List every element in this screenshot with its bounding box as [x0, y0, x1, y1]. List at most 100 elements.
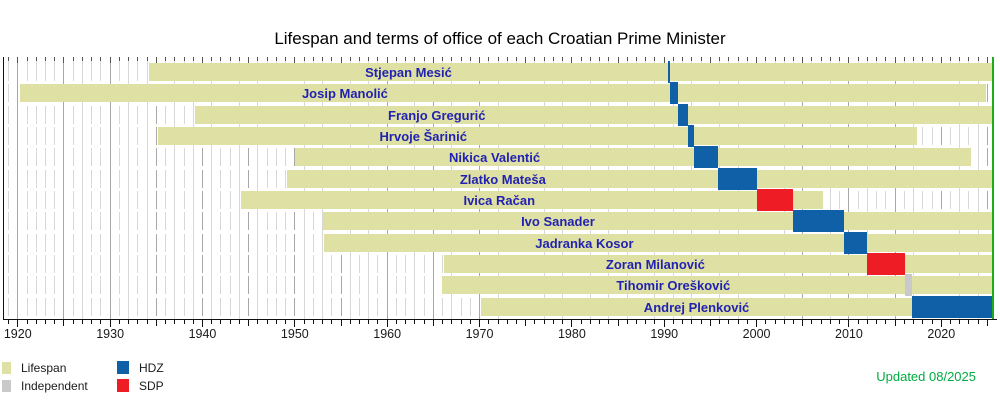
bottom-tick	[488, 320, 490, 324]
bottom-tick	[257, 320, 259, 324]
bottom-tick	[617, 320, 619, 326]
lifespan-bar	[241, 191, 824, 209]
lifespan-bar	[195, 105, 993, 124]
lifespan-bar	[148, 63, 993, 81]
top-tick	[525, 57, 527, 63]
bottom-tick	[922, 320, 924, 324]
bottom-tick	[552, 320, 554, 324]
top-tick	[589, 57, 591, 61]
top-tick	[793, 57, 795, 61]
pm-name-label: Zoran Milanović	[605, 257, 705, 272]
bottom-tick	[423, 320, 425, 324]
row-separator	[4, 294, 992, 298]
top-tick	[663, 57, 665, 63]
top-tick	[303, 57, 305, 61]
top-tick	[248, 57, 250, 63]
bottom-tick	[654, 320, 656, 324]
top-tick	[72, 57, 74, 61]
term-bar-independent	[904, 274, 912, 297]
top-tick	[118, 57, 120, 61]
x-axis-decade-label: 2000	[742, 327, 771, 341]
lifespan-bar	[443, 255, 993, 273]
bottom-tick	[986, 320, 988, 326]
bottom-tick	[571, 320, 573, 327]
top-tick	[312, 57, 314, 61]
legend-swatch-lifespan	[2, 362, 11, 374]
row-separator	[4, 81, 992, 85]
bottom-tick	[275, 320, 277, 324]
bottom-tick	[885, 320, 887, 324]
bottom-tick	[386, 320, 388, 327]
bottom-tick	[959, 320, 961, 324]
bottom-tick	[691, 320, 693, 324]
term-bar-hdz	[844, 231, 868, 254]
legend-label-hdz: HDZ	[139, 361, 164, 375]
bottom-tick	[72, 320, 74, 324]
top-tick	[608, 57, 610, 61]
x-axis-decade-label: 1970	[465, 327, 494, 341]
bottom-tick	[155, 320, 157, 326]
top-tick	[552, 57, 554, 61]
top-tick	[238, 57, 240, 61]
bottom-tick	[515, 320, 517, 324]
bottom-tick	[543, 320, 545, 324]
top-tick	[405, 57, 407, 61]
bottom-tick	[35, 320, 37, 324]
bottom-tick	[146, 320, 148, 324]
top-tick	[349, 57, 351, 61]
top-tick	[229, 57, 231, 61]
bottom-tick	[950, 320, 952, 324]
term-bar-hdz	[688, 125, 695, 147]
bottom-tick	[497, 320, 499, 324]
top-tick	[691, 57, 693, 61]
bottom-tick	[183, 320, 185, 324]
legend-label-independent: Independent	[21, 379, 88, 393]
top-tick	[534, 57, 536, 61]
bottom-tick	[229, 320, 231, 324]
bottom-tick	[44, 320, 46, 324]
bottom-tick	[248, 320, 250, 326]
pm-name-label: Jadranka Kosor	[535, 235, 634, 251]
term-bar-hdz	[694, 146, 719, 169]
bottom-tick	[940, 320, 942, 327]
pm-name-label: Josip Manolić	[301, 86, 388, 102]
top-tick	[358, 57, 360, 61]
bottom-tick	[857, 320, 859, 324]
top-tick	[423, 57, 425, 61]
bottom-tick	[17, 320, 19, 327]
lifespan-bar	[441, 276, 993, 295]
pm-name-label: Nikica Valentić	[449, 150, 541, 166]
bottom-tick	[719, 320, 721, 324]
top-tick	[8, 57, 10, 61]
bottom-tick	[848, 320, 850, 327]
bottom-tick	[322, 320, 324, 324]
top-tick	[866, 57, 868, 61]
lifespan-bar	[322, 212, 993, 231]
bottom-tick	[266, 320, 268, 324]
top-tick	[497, 57, 499, 61]
top-tick	[931, 57, 933, 61]
top-tick	[903, 57, 905, 61]
bottom-tick	[128, 320, 130, 324]
row-separator	[4, 230, 992, 234]
top-tick	[968, 57, 970, 61]
lifespan-bar	[158, 127, 918, 145]
top-tick	[377, 57, 379, 61]
bottom-tick	[866, 320, 868, 324]
top-tick	[940, 57, 942, 63]
term-bar-hdz	[911, 295, 993, 318]
bottom-tick	[728, 320, 730, 324]
bottom-tick	[672, 320, 674, 324]
top-tick	[728, 57, 730, 61]
bottom-tick	[756, 320, 758, 327]
top-tick	[765, 57, 767, 61]
top-tick	[386, 57, 388, 63]
top-tick	[460, 57, 462, 61]
term-bar-hdz	[670, 82, 679, 105]
x-axis-decade-label: 1990	[650, 327, 679, 341]
top-tick	[977, 57, 979, 61]
top-tick	[802, 57, 804, 63]
bottom-tick	[903, 320, 905, 324]
